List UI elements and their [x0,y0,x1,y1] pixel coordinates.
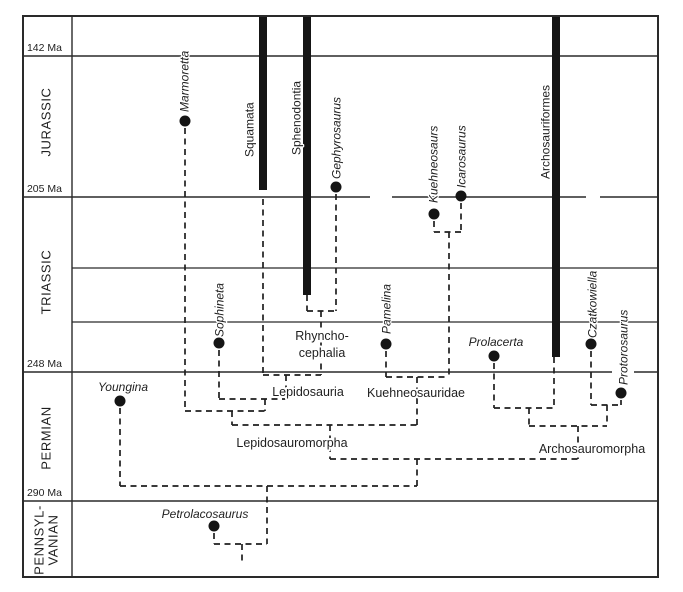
clade-label-archosauromorpha: Archosauromorpha [539,442,645,456]
taxon-label-sphenodontia: Sphenodontia [290,81,304,155]
occurrence-dot-marmoretta [179,115,191,127]
occurrence-dot-sophineta [213,337,225,349]
taxon-label-squamata: Squamata [243,102,257,157]
taxon-label-icarosaurus: Icarosaurus [455,125,469,188]
taxon-label-archosauriformes: Archosauriformes [539,85,553,179]
age-label-205-ma: 205 Ma [27,183,62,195]
taxon-label-kuehneosaurs: Kuehneosaurs [427,126,441,203]
age-label-248-ma: 248 Ma [27,358,62,370]
taxon-label-czatkowiella: Czatkowiella [586,270,600,338]
period-label-triassic: TRIASSIC [39,250,54,315]
chart-frame [22,15,659,578]
period-label-permian: PERMIAN [39,406,54,469]
range-bar-sphenodontia [303,17,311,295]
occurrence-dot-gephyrosaurus [330,181,342,193]
clade-label-lepidosauria: Lepidosauria [272,385,344,399]
period-label-pennsyl: PENNSYL- [32,505,47,575]
clade-label-kuehneosauridae: Kuehneosauridae [367,386,465,400]
occurrence-dot-petrolacosaurus [208,520,220,532]
clade-label-lepidosauromorpha: Lepidosauromorpha [236,436,347,450]
taxon-label-marmoretta: Marmoretta [178,50,192,112]
occurrence-dot-icarosaurus [455,190,467,202]
range-bar-archosauriformes [552,17,560,357]
clade-label-rhyncho: Rhyncho- [295,329,349,343]
age-label-290-ma: 290 Ma [27,487,62,499]
taxon-label-gephyrosaurus: Gephyrosaurus [330,97,344,179]
period-label-vanian: VANIAN [46,514,61,565]
occurrence-dot-protorosaurus [615,387,627,399]
taxon-label-prolacerta: Prolacerta [469,335,524,349]
taxon-label-sophineta: Sophineta [213,283,227,337]
period-label-jurassic: JURASSIC [39,87,54,156]
taxon-label-protorosaurus: Protorosaurus [617,310,631,385]
occurrence-dot-prolacerta [488,350,500,362]
taxon-label-pamelina: Pamelina [380,284,394,334]
occurrence-dot-kuehneosaurs [428,208,440,220]
clade-label-cephalia: cephalia [299,346,346,360]
range-bar-squamata [259,17,267,190]
occurrence-dot-youngina [114,395,126,407]
occurrence-dot-czatkowiella [585,338,597,350]
taxon-label-youngina: Youngina [98,380,148,394]
age-label-142-ma: 142 Ma [27,42,62,54]
occurrence-dot-pamelina [380,338,392,350]
taxon-label-petrolacosaurus: Petrolacosaurus [162,507,249,521]
